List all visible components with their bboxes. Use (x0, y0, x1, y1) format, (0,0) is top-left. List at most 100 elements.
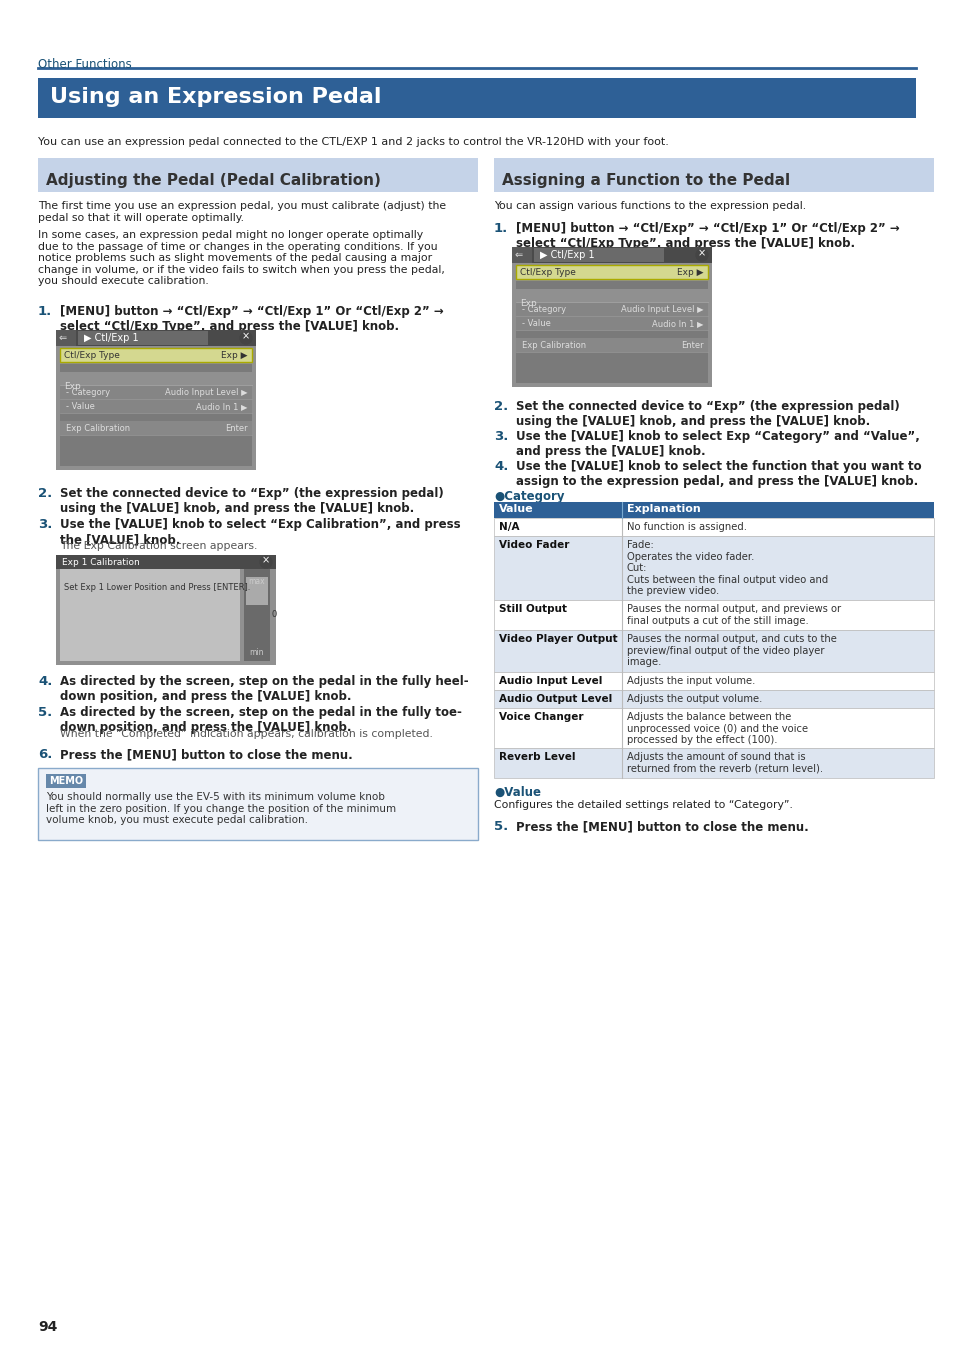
Bar (38, 158, 477, 192)
Text: Other Functions: Other Functions (38, 58, 132, 72)
Bar (516, 281, 707, 289)
Bar (60, 421, 252, 435)
Bar (494, 599, 933, 630)
Text: Use the [VALUE] knob to select “Exp Calibration”, and press
the [VALUE] knob.: Use the [VALUE] knob to select “Exp Cali… (60, 518, 460, 545)
Text: The Exp Calibration screen appears.: The Exp Calibration screen appears. (60, 541, 257, 551)
Text: ⇐: ⇐ (515, 250, 522, 261)
Text: 3.: 3. (494, 431, 508, 443)
Text: Enter: Enter (680, 342, 703, 350)
Bar (78, 331, 208, 346)
Text: Assigning a Function to the Pedal: Assigning a Function to the Pedal (501, 173, 789, 188)
Text: 1.: 1. (494, 221, 508, 235)
Text: Exp ▶: Exp ▶ (677, 269, 703, 277)
Bar (494, 690, 933, 707)
Text: ●Value: ●Value (494, 786, 540, 799)
Bar (60, 568, 240, 662)
Text: 5.: 5. (38, 706, 52, 720)
Text: Set Exp 1 Lower Position and Press [ENTER].: Set Exp 1 Lower Position and Press [ENTE… (64, 583, 250, 593)
Text: Adjusts the output volume.: Adjusts the output volume. (626, 694, 761, 703)
Bar (56, 555, 275, 568)
Bar (516, 316, 707, 329)
Text: min: min (250, 648, 264, 657)
Text: 2.: 2. (494, 400, 508, 413)
Text: Video Fader: Video Fader (498, 540, 569, 549)
Text: Exp 1 Calibration: Exp 1 Calibration (62, 558, 139, 567)
Text: Audio Input Level ▶: Audio Input Level ▶ (165, 387, 248, 397)
Circle shape (696, 248, 707, 261)
Bar (60, 435, 252, 466)
Text: Adjusting the Pedal (Pedal Calibration): Adjusting the Pedal (Pedal Calibration) (46, 173, 380, 188)
Text: Pauses the normal output, and cuts to the
preview/final output of the video play: Pauses the normal output, and cuts to th… (626, 634, 836, 667)
Bar (534, 248, 663, 262)
Bar (56, 329, 255, 346)
Text: ×: × (242, 331, 250, 342)
Text: Audio Output Level: Audio Output Level (498, 694, 612, 703)
Text: Audio In 1 ▶: Audio In 1 ▶ (652, 319, 703, 328)
Text: Ctl/Exp Type: Ctl/Exp Type (64, 351, 120, 360)
Text: N/A: N/A (498, 522, 519, 532)
Text: Press the [MENU] button to close the menu.: Press the [MENU] button to close the men… (60, 748, 353, 761)
Text: Exp ▶: Exp ▶ (221, 351, 248, 360)
Bar (494, 707, 933, 748)
Bar (516, 302, 707, 316)
Text: ▶ Ctl/Exp 1: ▶ Ctl/Exp 1 (84, 333, 138, 343)
Text: Exp Calibration: Exp Calibration (66, 424, 130, 433)
Text: You can assign various functions to the expression pedal.: You can assign various functions to the … (494, 201, 805, 211)
Bar (60, 400, 252, 413)
Text: Set the connected device to “Exp” (the expression pedal)
using the [VALUE] knob,: Set the connected device to “Exp” (the e… (60, 487, 443, 514)
Text: [MENU] button → “Ctl/Exp” → “Ctl/Exp 1” Or “Ctl/Exp 2” →
select “Ctl/Exp Type”, : [MENU] button → “Ctl/Exp” → “Ctl/Exp 1” … (60, 305, 443, 333)
Text: ×: × (698, 248, 705, 258)
Bar (494, 502, 933, 518)
Text: As directed by the screen, step on the pedal in the fully toe-
down position, an: As directed by the screen, step on the p… (60, 706, 461, 734)
Bar (46, 774, 86, 788)
Text: Pauses the normal output, and previews or
final outputs a cut of the still image: Pauses the normal output, and previews o… (626, 603, 841, 625)
Text: 94: 94 (38, 1320, 57, 1334)
Bar (494, 630, 933, 672)
Text: As directed by the screen, step on the pedal in the fully heel-
down position, a: As directed by the screen, step on the p… (60, 675, 468, 703)
Bar (60, 385, 252, 400)
Text: Ctl/Exp Type: Ctl/Exp Type (519, 269, 576, 277)
Bar (60, 364, 252, 373)
Text: ×: × (262, 555, 270, 566)
Bar (516, 352, 707, 383)
Text: - Category: - Category (521, 305, 565, 315)
Text: Reverb Level: Reverb Level (498, 752, 575, 761)
Text: 1.: 1. (38, 305, 52, 319)
Text: 4.: 4. (38, 675, 52, 688)
Bar (494, 158, 933, 192)
Text: - Value: - Value (66, 402, 94, 410)
Text: Voice Changer: Voice Changer (498, 711, 583, 722)
Bar (494, 518, 933, 536)
Text: Use the [VALUE] knob to select the function that you want to
assign to the expre: Use the [VALUE] knob to select the funct… (516, 460, 921, 487)
Text: MEMO: MEMO (49, 776, 83, 786)
Bar (56, 329, 76, 346)
Text: Audio In 1 ▶: Audio In 1 ▶ (196, 402, 248, 410)
Text: Using an Expression Pedal: Using an Expression Pedal (50, 86, 381, 107)
Text: 4.: 4. (494, 460, 508, 472)
Circle shape (260, 556, 272, 568)
Text: No function is assigned.: No function is assigned. (626, 522, 746, 532)
Bar (516, 265, 707, 279)
Text: Configures the detailed settings related to “Category”.: Configures the detailed settings related… (494, 801, 792, 810)
Text: When the “Completed” indication appears, calibration is completed.: When the “Completed” indication appears,… (60, 729, 433, 738)
Text: Still Output: Still Output (498, 603, 566, 614)
Bar (512, 247, 711, 387)
Bar (56, 555, 275, 666)
Bar (38, 768, 477, 840)
Text: max: max (249, 576, 265, 586)
Text: 3.: 3. (38, 518, 52, 531)
Text: Set the connected device to “Exp” (the expression pedal)
using the [VALUE] knob,: Set the connected device to “Exp” (the e… (516, 400, 899, 428)
Bar (512, 247, 532, 263)
Bar (56, 329, 255, 470)
Text: ●Category: ●Category (494, 490, 564, 504)
Bar (246, 576, 268, 605)
Bar (494, 536, 933, 599)
Text: Enter: Enter (225, 424, 248, 433)
Text: Explanation: Explanation (626, 504, 700, 514)
Text: ▶ Ctl/Exp 1: ▶ Ctl/Exp 1 (539, 250, 594, 261)
Bar (512, 247, 711, 263)
Text: 2.: 2. (38, 487, 52, 500)
Text: Adjusts the input volume.: Adjusts the input volume. (626, 676, 755, 686)
Text: The first time you use an expression pedal, you must calibrate (adjust) the
peda: The first time you use an expression ped… (38, 201, 446, 223)
Text: Value: Value (498, 504, 533, 514)
